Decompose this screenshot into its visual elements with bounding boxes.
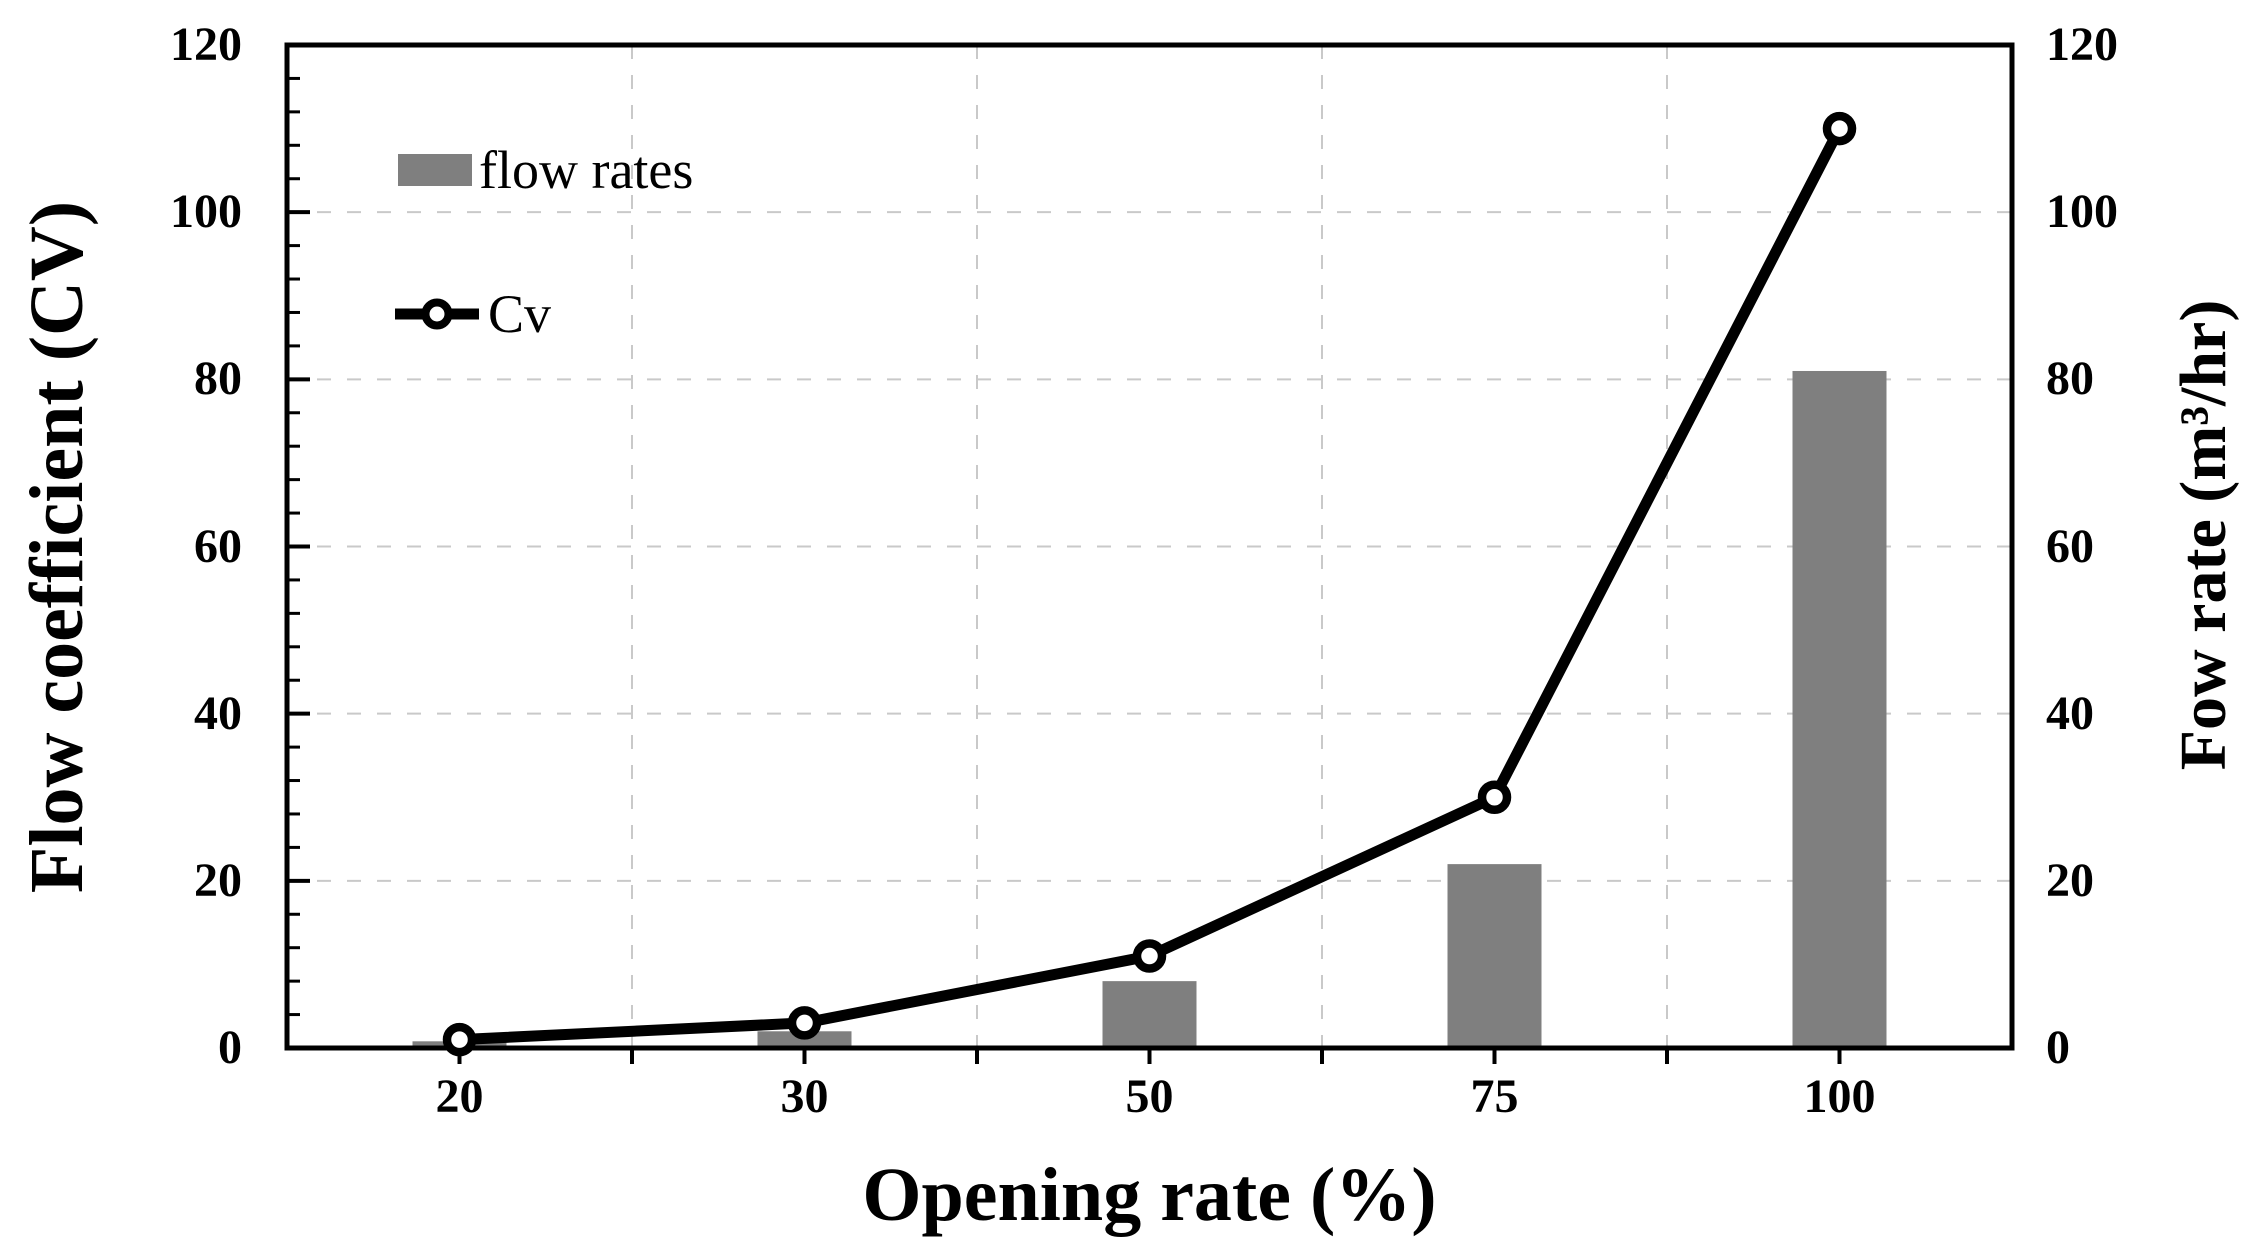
y-axis-tick-label-right: 60 [2046,519,2094,573]
y-axis-tick-label-right: 20 [2046,853,2094,907]
legend-item-cv: Cv [393,282,551,346]
y-axis-tick-label-left: 0 [218,1021,242,1074]
cv-marker [787,1006,822,1040]
y-axis-tick-label-right: 80 [2046,352,2094,406]
x-axis-tick-label: 20 [435,1070,484,1123]
cv-marker [1132,939,1167,973]
y-axis-tick-label-left: 120 [170,18,242,71]
y-axis-tick-label-left: 80 [194,352,242,406]
y-axis-tick-label-right: 120 [2046,18,2118,71]
line-series-marker-icon [395,298,479,330]
x-axis-title: Opening rate (%) [862,1153,1437,1237]
y-axis-tick-label-right: 40 [2046,686,2094,740]
bar-flow-rate [1102,981,1197,1048]
bar-series-swatch-icon [398,154,472,186]
bar-flow-rate [1447,864,1542,1048]
cv-marker [1822,111,1857,146]
x-axis-tick-label: 50 [1125,1070,1174,1123]
y-axis-tick-label-left: 60 [194,519,242,573]
cv-marker [442,1022,477,1057]
legend-label-cv: Cv [488,284,552,344]
legend-label-flow-rates: flow rates [479,140,694,200]
cv-marker [1477,780,1512,814]
y-axis-tick-label-left: 100 [170,185,242,239]
y-axis-tick-label-right: 100 [2046,185,2118,239]
x-axis-tick-label: 75 [1470,1070,1519,1123]
bar-flow-rate [1792,370,1887,1049]
y-axis-tick-label-left: 20 [194,853,242,907]
x-axis-tick-label: 30 [780,1070,829,1123]
y-axis-title-right: Fow rate (m³/hr) [2167,299,2240,771]
cv-line [454,123,1845,1046]
legend-item-flow-rates: flow rates [398,138,693,202]
plot-frame [284,42,2015,1051]
x-axis-tick-label: 100 [1803,1070,1876,1123]
y-axis-tick-label-right: 0 [2046,1021,2070,1074]
y-axis-tick-label-left: 40 [194,686,242,740]
